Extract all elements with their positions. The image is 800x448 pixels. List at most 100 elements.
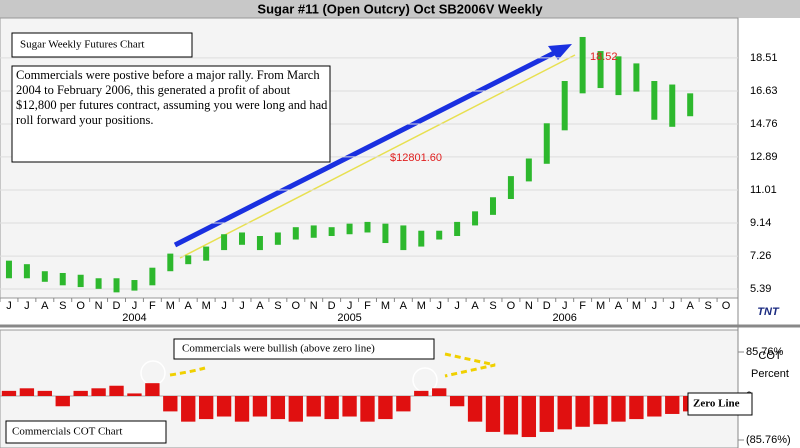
y-tick-label: 11.01 <box>750 184 777 196</box>
price-bar <box>543 123 550 164</box>
y-tick-label: 85.76% <box>746 346 784 358</box>
cot-bar <box>55 396 70 407</box>
x-tick-label: D <box>543 300 551 312</box>
x-tick-label: J <box>132 300 138 312</box>
cot-bar <box>575 396 590 427</box>
y-tick-label: 5.39 <box>750 283 771 295</box>
cot-bar <box>396 396 411 412</box>
x-tick-label: M <box>417 300 426 312</box>
note-paragraph: Commercials were postive before a major … <box>16 68 328 127</box>
note-text: Commercials were postive before a major … <box>16 68 328 127</box>
y-tick-label: 18.51 <box>750 52 778 64</box>
price-bar <box>203 246 210 261</box>
price-bar <box>77 274 84 288</box>
cot-bar <box>145 383 160 396</box>
x-tick-label: J <box>239 300 245 312</box>
x-tick-label: D <box>113 300 121 312</box>
note-box <box>5 420 167 444</box>
cot-bar <box>324 396 339 420</box>
price-bar <box>382 223 389 244</box>
chart-title: Sugar #11 (Open Outcry) Oct SB2006V Week… <box>257 1 543 16</box>
x-tick-label: J <box>562 300 568 312</box>
price-bar <box>185 255 192 265</box>
cot-bar <box>629 396 644 420</box>
price-bar <box>579 36 586 94</box>
x-tick-label: O <box>507 300 516 312</box>
x-tick-label: J <box>6 300 12 312</box>
x-tick-label: O <box>76 300 85 312</box>
x-tick-label: O <box>722 300 731 312</box>
x-tick-label: S <box>704 300 711 312</box>
y-tick-label: 14.76 <box>750 118 778 130</box>
cot-bar <box>198 396 214 420</box>
cot-bar <box>611 396 626 422</box>
x-tick-label: A <box>400 300 408 312</box>
note-title: Sugar Weekly Futures Chart <box>20 39 144 51</box>
cot-bar <box>432 388 447 396</box>
title-bar <box>0 0 800 18</box>
cot-bar <box>539 396 554 432</box>
cot-bar <box>360 396 375 422</box>
cot-bar <box>127 393 142 396</box>
cot-bar <box>216 396 232 417</box>
cot-bar <box>109 385 124 396</box>
x-tick-label: J <box>436 300 442 312</box>
price-bar <box>221 234 228 251</box>
logo: TNT <box>757 306 780 318</box>
price-bar <box>669 84 676 127</box>
cot-chart-title: Commercials COT Chart <box>12 426 122 438</box>
note-box <box>11 65 331 163</box>
price-bar <box>292 227 299 240</box>
x-tick-label: A <box>471 300 479 312</box>
x-tick-label: J <box>454 300 460 312</box>
cot-bar <box>665 396 680 414</box>
price-bar <box>687 93 694 117</box>
price-label: 18.52 <box>590 51 618 63</box>
cot-bar <box>73 390 88 396</box>
cot-bar <box>503 396 519 435</box>
price-bar <box>95 278 102 289</box>
cot-bar <box>234 396 250 422</box>
x-tick-label: J <box>670 300 676 312</box>
x-tick-label: A <box>256 300 264 312</box>
profit-label: $12801.60 <box>390 152 442 164</box>
cot-bar <box>485 396 501 432</box>
price-bar <box>59 272 66 286</box>
y-tick-label: 16.63 <box>750 85 778 97</box>
y-tick-label: 9.14 <box>750 217 771 229</box>
x-tick-label: J <box>347 300 353 312</box>
price-bar <box>149 267 156 286</box>
y-tick-label: 7.26 <box>750 250 771 262</box>
cot-bar <box>19 388 35 396</box>
price-bar <box>274 232 281 245</box>
cot-bar <box>414 390 429 396</box>
cot-bar <box>288 396 303 422</box>
note-box <box>11 32 193 58</box>
x-tick-label: F <box>579 300 586 312</box>
cot-bar <box>163 396 178 412</box>
cot-bar <box>378 396 393 420</box>
cot-bar <box>270 396 286 420</box>
price-bar <box>364 221 371 233</box>
year-label: 2004 <box>122 312 146 324</box>
price-bar <box>400 225 407 251</box>
x-tick-label: J <box>221 300 227 312</box>
zero-line-label: Zero Line <box>693 398 740 410</box>
price-bar <box>113 278 120 293</box>
cot-bar <box>252 396 268 417</box>
x-tick-label: M <box>166 300 175 312</box>
x-tick-label: N <box>310 300 318 312</box>
price-bar <box>23 264 30 279</box>
x-tick-label: N <box>525 300 533 312</box>
x-tick-label: M <box>632 300 641 312</box>
cot-bar <box>467 396 483 422</box>
x-tick-label: J <box>24 300 30 312</box>
price-bar <box>561 81 568 131</box>
price-bar <box>651 81 658 120</box>
price-bar <box>418 230 425 247</box>
arrow <box>173 47 562 248</box>
price-bar <box>131 280 138 291</box>
price-bar <box>310 225 317 238</box>
x-tick-label: A <box>185 300 193 312</box>
